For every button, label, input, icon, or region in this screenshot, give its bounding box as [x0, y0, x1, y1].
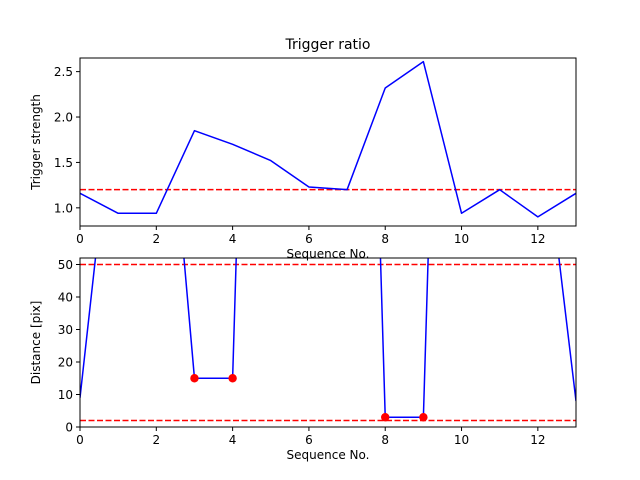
x-tick-label: 2 [152, 232, 160, 246]
x-tick-label: 8 [381, 433, 389, 447]
x-tick-label: 10 [454, 232, 469, 246]
x-tick-label: 6 [305, 433, 313, 447]
x-tick-label: 12 [530, 232, 545, 246]
distance-plot: 0 2 4 6 8 10 12 0 10 20 30 40 50 Sequence No. Distance… [29, 257, 577, 462]
x-tick-label: 2 [152, 433, 160, 447]
y-tick-label: 2.5 [54, 65, 73, 79]
y-tick-label: 0 [65, 421, 73, 435]
data-point-marker [190, 374, 199, 383]
x-tick-label: 8 [381, 232, 389, 246]
x-tick-label: 0 [76, 232, 84, 246]
y-tick-label: 10 [58, 388, 73, 402]
y-tick-label: 30 [58, 323, 73, 337]
y-tick-label: 20 [58, 356, 73, 370]
y-tick-label: 50 [58, 258, 73, 272]
y-tick-label: 1.5 [54, 156, 73, 170]
data-point-marker [419, 413, 428, 422]
x-tick-label: 4 [229, 232, 237, 246]
x-axis-label: Sequence No. [287, 448, 370, 462]
series-line-0 [80, 60, 576, 218]
x-tick-label: 12 [530, 433, 545, 447]
x-tick-label: 6 [305, 232, 313, 246]
y-tick-label: 2.0 [54, 111, 73, 125]
x-tick-label: 4 [229, 433, 237, 447]
y-axis-label: Distance [pix] [29, 301, 43, 385]
x-tick-label: 10 [454, 433, 469, 447]
x-axis-label: Sequence No. [287, 247, 370, 261]
data-point-marker [228, 374, 237, 383]
y-axis-label: Trigger strength [29, 94, 43, 191]
x-tick-label: 0 [76, 433, 84, 447]
axes-frame [79, 57, 577, 227]
axes-frame [79, 257, 577, 428]
data-point-marker [381, 413, 390, 422]
y-tick-label: 1.0 [54, 201, 73, 215]
chart-title: Trigger ratio [284, 37, 370, 53]
y-tick-label: 40 [58, 291, 73, 305]
